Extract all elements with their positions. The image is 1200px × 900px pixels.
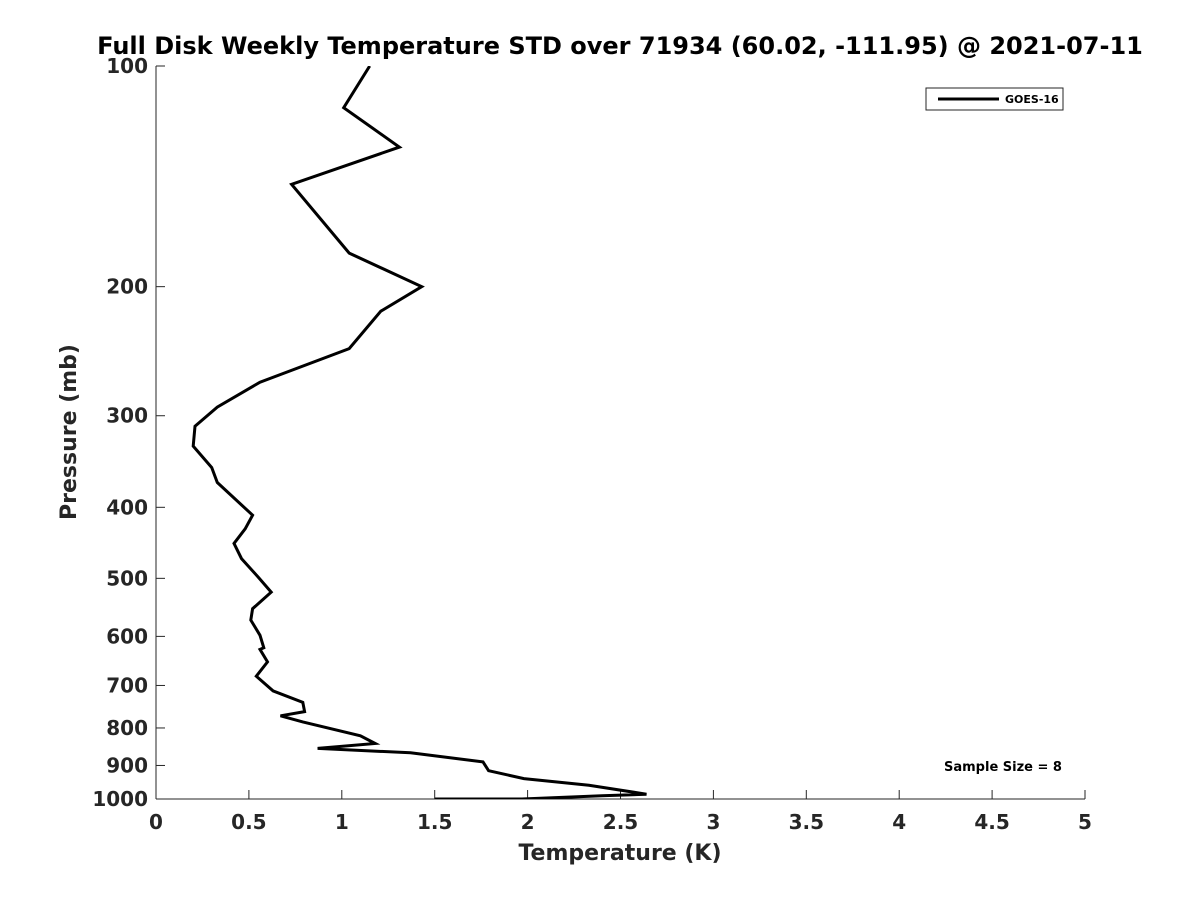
- y-axis-ticks: 100 200 300 400 500 600 700 800 900 1000: [92, 54, 165, 811]
- legend-label-goes-16: GOES-16: [1005, 93, 1059, 106]
- y-tick-label: 600: [106, 624, 148, 648]
- x-tick-label: 2.5: [603, 810, 638, 834]
- y-tick-label: 700: [106, 673, 148, 697]
- x-tick-label: 0.5: [231, 810, 266, 834]
- y-tick-label: 100: [106, 54, 148, 78]
- sample-size-annotation: Sample Size = 8: [944, 760, 1062, 775]
- x-tick-label: 0: [149, 810, 163, 834]
- series-line-goes-16: [191, 66, 647, 799]
- y-tick-label: 800: [106, 716, 148, 740]
- x-axis-ticks: 0 0.5 1 1.5 2 2.5 3 3.5 4 4.5 5: [149, 790, 1092, 834]
- y-tick-label: 500: [106, 566, 148, 590]
- x-tick-label: 4.5: [974, 810, 1009, 834]
- x-tick-label: 4: [892, 810, 906, 834]
- legend: GOES-16: [925, 87, 1064, 111]
- x-tick-label: 2: [521, 810, 535, 834]
- plot-background: [156, 66, 1085, 799]
- x-tick-label: 3.5: [789, 810, 824, 834]
- y-tick-label: 400: [106, 495, 148, 519]
- x-tick-label: 5: [1078, 810, 1092, 834]
- plot-area: 0 0.5 1 1.5 2 2.5 3 3.5 4 4.5 5 100 200 300 400 500 600…: [92, 54, 1092, 834]
- x-tick-label: 1.5: [417, 810, 452, 834]
- y-tick-label: 900: [106, 753, 148, 777]
- x-axis-label: Temperature (K): [518, 841, 721, 866]
- y-tick-label: 200: [106, 275, 148, 299]
- x-tick-label: 1: [335, 810, 349, 834]
- chart-title: Full Disk Weekly Temperature STD over 71…: [97, 32, 1143, 60]
- x-tick-label: 3: [706, 810, 720, 834]
- y-tick-label: 300: [106, 404, 148, 428]
- series-layer: [191, 66, 647, 799]
- y-tick-label: 1000: [92, 787, 148, 811]
- y-axis-label: Pressure (mb): [57, 344, 82, 520]
